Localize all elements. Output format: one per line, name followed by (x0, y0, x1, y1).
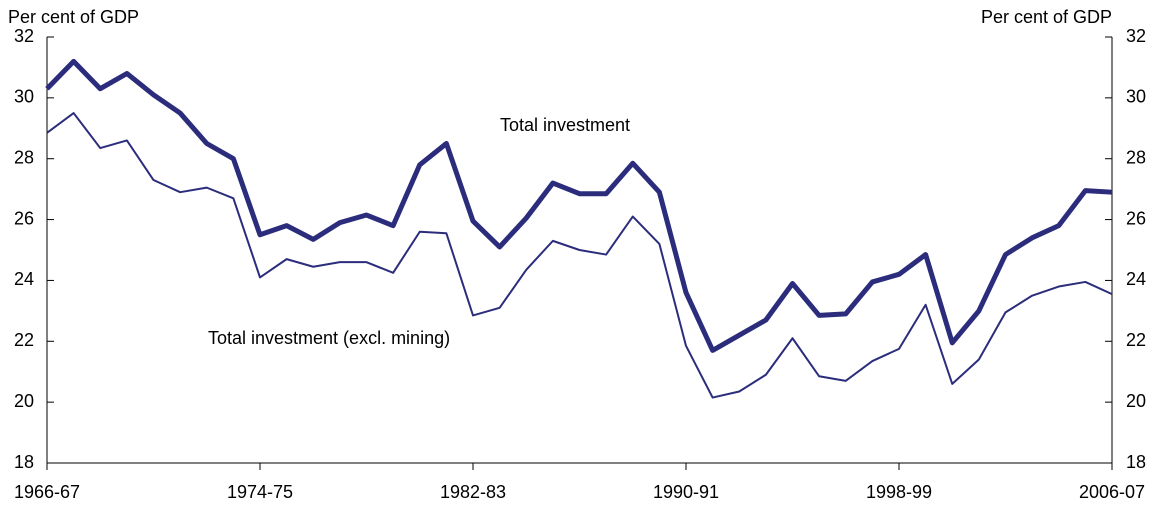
series-line (46, 112, 1113, 399)
y2-tick-label: 26 (1126, 208, 1146, 228)
y-axis-label: Per cent of GDP (8, 7, 139, 27)
x-tick-label: 2006-07 (1079, 482, 1145, 502)
series-label: Total investment (500, 115, 630, 135)
y2-tick-label: 28 (1126, 147, 1146, 167)
y2-tick-label: 24 (1126, 269, 1146, 289)
y2-tick-label: 20 (1126, 391, 1146, 411)
x-tick-label: 1974-75 (227, 482, 293, 502)
y-tick-label: 28 (14, 147, 34, 167)
x-tick-label: 1982-83 (440, 482, 506, 502)
y2-axis-label: Per cent of GDP (981, 7, 1112, 27)
y2-tick-label: 22 (1126, 330, 1146, 350)
x-tick-label: 1998-99 (866, 482, 932, 502)
y-tick-label: 18 (14, 452, 34, 472)
y-tick-label: 20 (14, 391, 34, 411)
y2-tick-label: 30 (1126, 87, 1146, 107)
y-tick-label: 24 (14, 269, 34, 289)
x-tick-label: 1990-91 (653, 482, 719, 502)
y-tick-label: 26 (14, 208, 34, 228)
y-tick-label: 32 (14, 26, 34, 46)
y-tick-label: 30 (14, 87, 34, 107)
y2-tick-label: 18 (1126, 452, 1146, 472)
series-label: Total investment (excl. mining) (208, 328, 450, 348)
y2-tick-label: 32 (1126, 26, 1146, 46)
series-line (45, 58, 1113, 353)
y-tick-label: 22 (14, 330, 34, 350)
x-tick-label: 1966-67 (14, 482, 80, 502)
